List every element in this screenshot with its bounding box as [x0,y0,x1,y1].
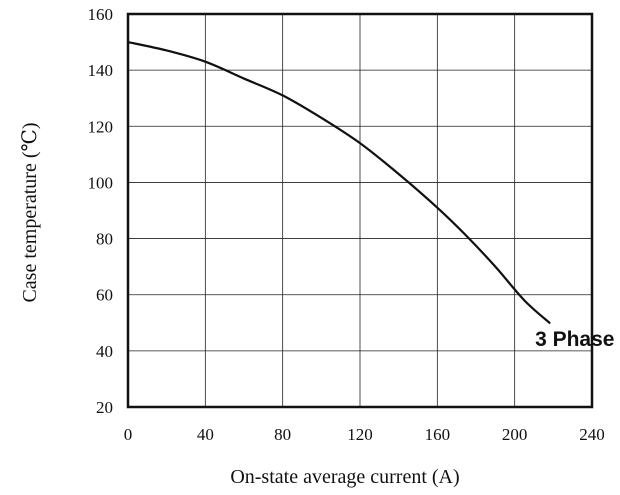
series-annotation: 3 Phase [535,328,614,351]
x-tick-labels: 0 40 80 120 160 200 240 [124,425,605,444]
y-tick-label: 80 [96,230,113,249]
x-axis-title: On-state average current (A) [230,466,459,488]
y-tick-label: 20 [96,398,113,417]
y-tick-label: 140 [88,61,114,80]
x-tick-label: 240 [579,425,605,444]
x-tick-label: 120 [347,425,373,444]
x-tick-label: 200 [502,425,528,444]
y-tick-label: 160 [88,5,114,24]
y-tick-labels: 20 40 60 80 100 120 140 160 [88,5,114,417]
x-tick-label: 0 [124,425,133,444]
y-tick-label: 120 [88,117,114,136]
y-tick-label: 60 [96,286,113,305]
x-tick-label: 80 [274,425,291,444]
x-tick-label: 160 [425,425,451,444]
y-axis-title: Case temperature (℃) [19,122,41,302]
series-group [126,40,551,324]
y-tick-label: 40 [96,342,113,361]
x-tick-label: 40 [197,425,214,444]
plot-frame [126,12,594,409]
y-tick-label: 100 [88,173,114,192]
series-line [126,40,551,324]
grid [128,14,592,407]
